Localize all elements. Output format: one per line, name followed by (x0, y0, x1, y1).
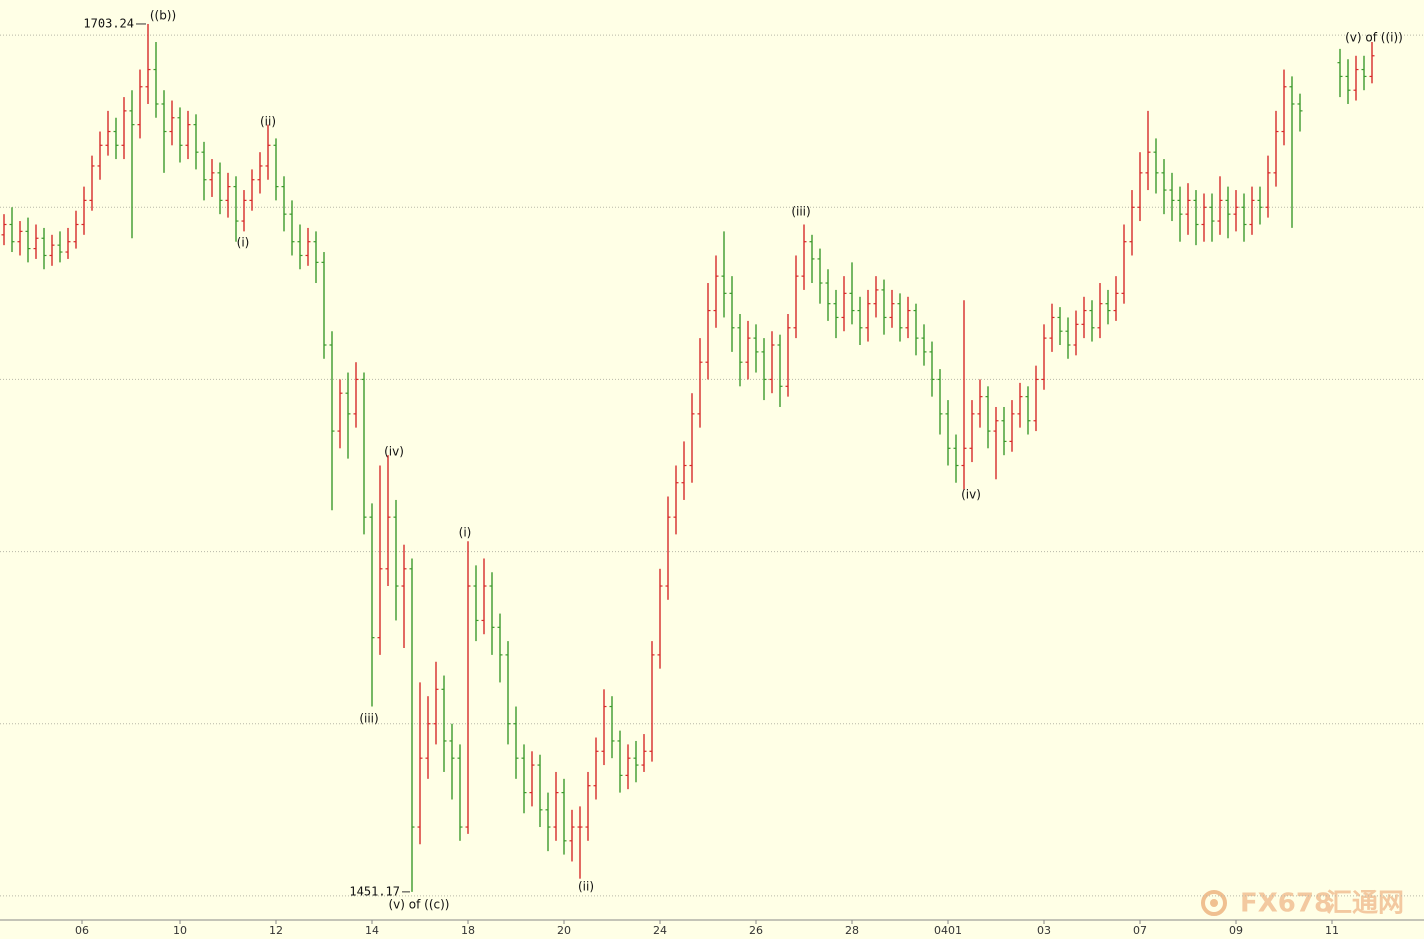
wave-label: ((b)) (150, 9, 176, 23)
wave-label: (iii) (791, 205, 810, 219)
x-tick-label: 0401 (934, 924, 962, 937)
x-tick-label: 20 (557, 924, 571, 937)
x-tick-label: 03 (1037, 924, 1051, 937)
x-tick-label: 09 (1229, 924, 1243, 937)
watermark-logo (1201, 890, 1227, 916)
x-tick-label: 07 (1133, 924, 1147, 937)
x-tick-label: 10 (173, 924, 187, 937)
wave-label: (ii) (578, 880, 594, 894)
x-tick-label: 11 (1325, 924, 1339, 937)
watermark: FX678 (1240, 889, 1332, 919)
x-tick-label: 06 (75, 924, 89, 937)
wave-label: (i) (459, 526, 472, 540)
x-tick-label: 26 (749, 924, 763, 937)
wave-label: (iii) (359, 712, 378, 726)
x-tick-label: 14 (365, 924, 379, 937)
watermark-cn: 汇通网 (1326, 889, 1404, 919)
wave-label: (i) (237, 236, 250, 250)
price-label-low: 1451.17 (349, 884, 400, 898)
x-tick-label: 24 (653, 924, 667, 937)
wave-label: (iv) (961, 488, 981, 502)
wave-label: (v) of ((i)) (1345, 31, 1403, 45)
bars (1, 23, 1375, 892)
price-label-high: 1703.24 (83, 16, 134, 30)
wave-label: (v) of ((c)) (389, 898, 450, 912)
x-tick-label: 12 (269, 924, 283, 937)
wave-label: (iv) (384, 445, 404, 459)
wave-label: (ii) (260, 115, 276, 129)
x-tick-label: 18 (461, 924, 475, 937)
x-tick-label: 28 (845, 924, 859, 937)
